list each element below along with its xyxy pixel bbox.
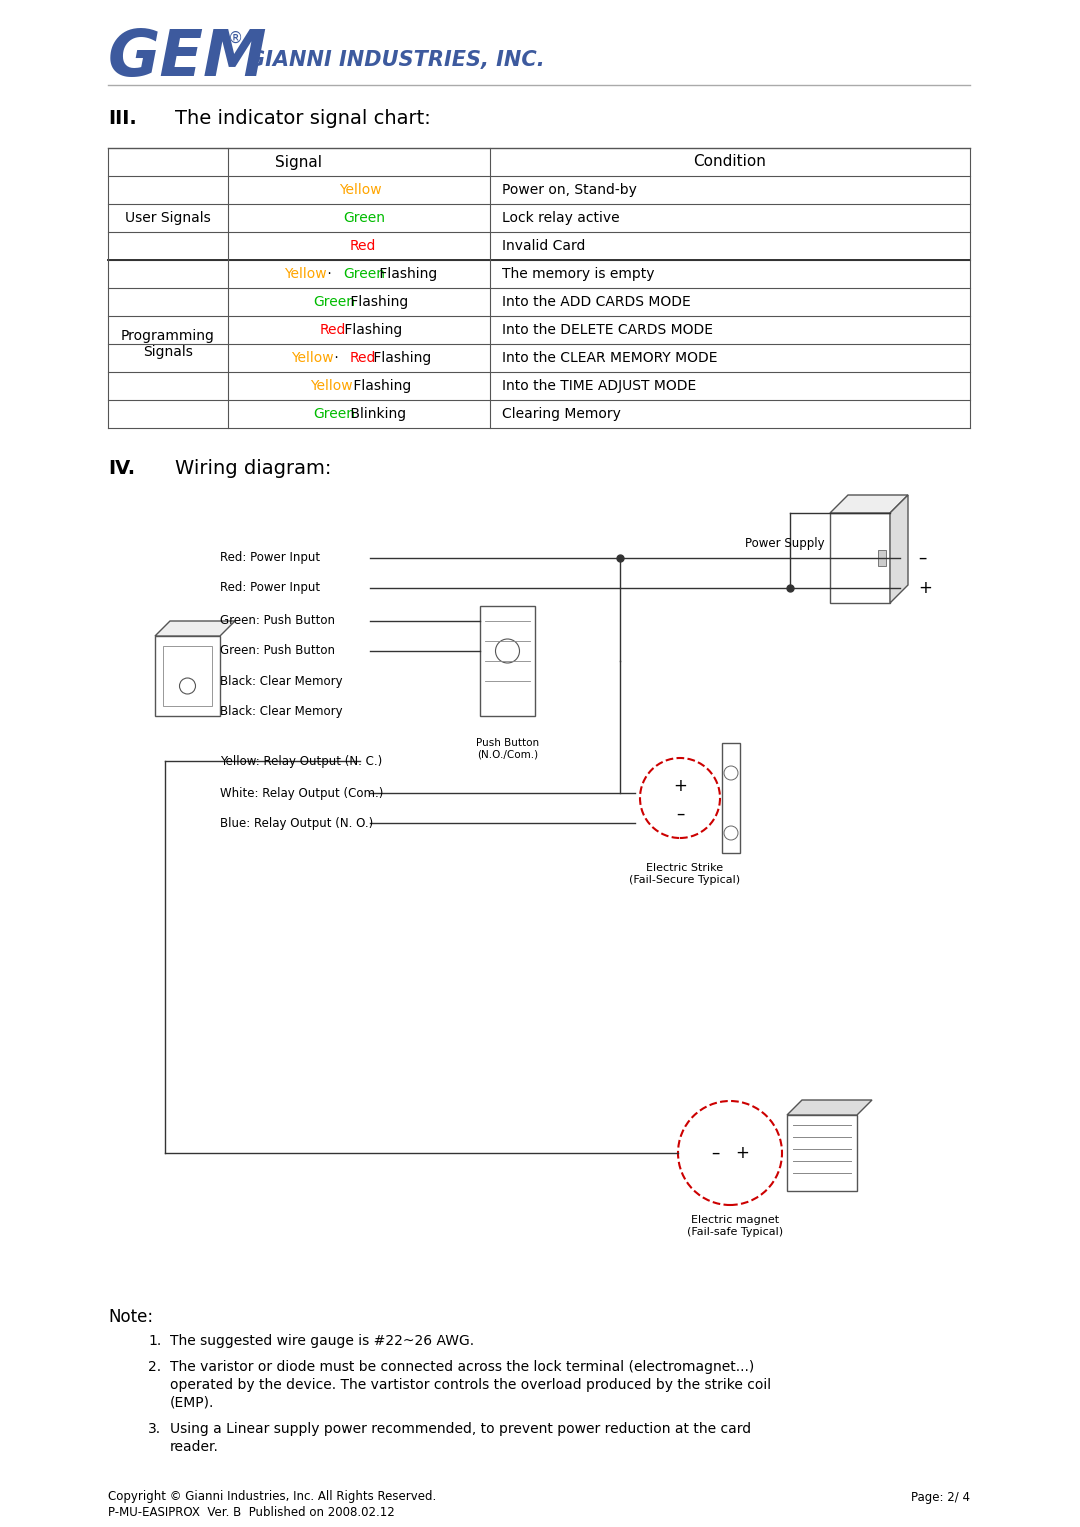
Text: Red: Red (349, 351, 376, 365)
Text: Page: 2/ 4: Page: 2/ 4 (912, 1492, 970, 1504)
Text: Into the CLEAR MEMORY MODE: Into the CLEAR MEMORY MODE (502, 351, 717, 365)
Text: Flashing: Flashing (339, 324, 402, 337)
Text: III.: III. (108, 108, 137, 127)
Bar (480, 606, 535, 716)
Text: The indicator signal chart:: The indicator signal chart: (175, 108, 431, 127)
Text: Black: Clear Memory: Black: Clear Memory (220, 675, 342, 687)
Text: 1.: 1. (148, 1335, 161, 1348)
Text: Yellow: Yellow (284, 267, 327, 281)
Text: Red: Red (349, 240, 376, 253)
Text: ®: ® (228, 31, 243, 46)
Text: Electric magnet
(Fail-safe Typical): Electric magnet (Fail-safe Typical) (687, 1215, 783, 1237)
Text: Into the TIME ADJUST MODE: Into the TIME ADJUST MODE (502, 379, 697, 392)
Text: Yellow: Yellow (291, 351, 334, 365)
Text: Green: Green (313, 295, 355, 308)
Text: Copyright © Gianni Industries, Inc. All Rights Reserved.: Copyright © Gianni Industries, Inc. All … (108, 1490, 436, 1503)
Text: Yellow: Relay Output (N. C.): Yellow: Relay Output (N. C.) (220, 754, 382, 768)
Text: reader.: reader. (170, 1440, 219, 1454)
Polygon shape (787, 1099, 872, 1115)
Text: ·: · (329, 351, 342, 365)
Text: Into the ADD CARDS MODE: Into the ADD CARDS MODE (502, 295, 691, 308)
Text: ·: · (323, 267, 336, 281)
Text: Power Supply: Power Supply (745, 536, 825, 550)
Text: The varistor or diode must be connected across the lock terminal (electromagnet.: The varistor or diode must be connected … (170, 1361, 754, 1374)
Text: P-MU-EASIPROX  Ver. B  Published on 2008.02.12: P-MU-EASIPROX Ver. B Published on 2008.0… (108, 1506, 395, 1519)
Text: Green: Green (342, 211, 384, 224)
Text: Flashing: Flashing (349, 379, 411, 392)
Text: (EMP).: (EMP). (170, 1396, 214, 1409)
Bar (831, 513, 890, 603)
Text: 3.: 3. (148, 1422, 161, 1435)
Text: Black: Clear Memory: Black: Clear Memory (220, 704, 342, 718)
Text: GEM: GEM (108, 27, 268, 89)
Text: +: + (673, 777, 687, 796)
Bar (878, 550, 886, 567)
Text: Blue: Relay Output (N. O.): Blue: Relay Output (N. O.) (220, 817, 374, 829)
Text: Condition: Condition (693, 154, 767, 169)
Bar (787, 1115, 858, 1191)
Text: The suggested wire gauge is #22~26 AWG.: The suggested wire gauge is #22~26 AWG. (170, 1335, 474, 1348)
Text: Electric Strike
(Fail-Secure Typical): Electric Strike (Fail-Secure Typical) (630, 863, 741, 884)
Text: Green: Push Button: Green: Push Button (220, 644, 335, 658)
Text: Programming
Signals: Programming Signals (121, 328, 215, 359)
Polygon shape (890, 495, 908, 603)
Text: Flashing: Flashing (368, 351, 431, 365)
Text: Using a Linear supply power recommended, to prevent power reduction at the card: Using a Linear supply power recommended,… (170, 1422, 751, 1435)
Text: Red: Red (320, 324, 347, 337)
Text: Flashing: Flashing (375, 267, 437, 281)
Bar (156, 637, 220, 716)
Text: Wiring diagram:: Wiring diagram: (175, 458, 332, 478)
Text: IV.: IV. (108, 458, 135, 478)
Text: Into the DELETE CARDS MODE: Into the DELETE CARDS MODE (502, 324, 713, 337)
Text: GIANNI INDUSTRIES, INC.: GIANNI INDUSTRIES, INC. (248, 50, 544, 70)
Polygon shape (156, 621, 235, 637)
Text: Blinking: Blinking (346, 408, 406, 421)
Text: Invalid Card: Invalid Card (502, 240, 585, 253)
Text: Red: Power Input: Red: Power Input (220, 582, 320, 594)
Text: White: Relay Output (Com.): White: Relay Output (Com.) (220, 786, 383, 800)
Text: Flashing: Flashing (346, 295, 408, 308)
Text: Lock relay active: Lock relay active (502, 211, 620, 224)
Text: Push Button
(N.O./Com.): Push Button (N.O./Com.) (476, 738, 539, 759)
Text: Yellow: Yellow (339, 183, 382, 197)
Text: +: + (735, 1144, 748, 1162)
Text: Note:: Note: (108, 1309, 153, 1325)
Text: 2.: 2. (148, 1361, 161, 1374)
Text: Signal: Signal (275, 154, 323, 169)
Text: Green: Green (313, 408, 355, 421)
Text: Power on, Stand-by: Power on, Stand-by (502, 183, 637, 197)
Text: Green: Green (342, 267, 384, 281)
Text: The memory is empty: The memory is empty (502, 267, 654, 281)
Text: –: – (711, 1144, 719, 1162)
Text: +: + (918, 579, 932, 597)
Polygon shape (831, 495, 908, 513)
Text: Yellow: Yellow (310, 379, 353, 392)
Text: operated by the device. The vartistor controls the overload produced by the stri: operated by the device. The vartistor co… (170, 1377, 771, 1393)
Text: –: – (676, 805, 685, 823)
Text: Red: Power Input: Red: Power Input (220, 551, 320, 565)
Bar (163, 646, 212, 705)
Bar (723, 744, 740, 854)
Text: User Signals: User Signals (125, 211, 211, 224)
Text: –: – (918, 550, 927, 567)
Text: Green: Push Button: Green: Push Button (220, 614, 335, 628)
Text: Clearing Memory: Clearing Memory (502, 408, 621, 421)
